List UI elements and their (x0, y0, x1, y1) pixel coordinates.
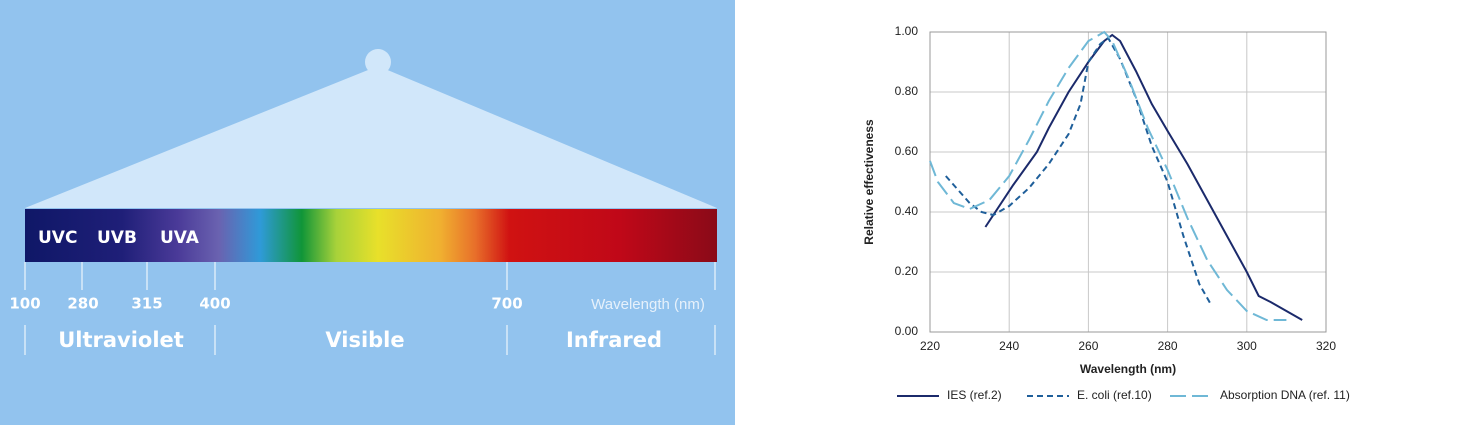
band-label: UVA (160, 228, 200, 248)
series-line (945, 36, 1213, 306)
y-tick-label: 0.60 (895, 144, 919, 158)
series-line (984, 33, 1303, 321)
band-label: UVB (97, 228, 137, 248)
tick-label: 100 (9, 295, 40, 313)
x-tick-label: 240 (999, 339, 1019, 353)
y-tick-label: 0.40 (895, 204, 919, 218)
y-tick-label: 0.00 (895, 324, 919, 338)
series-line (929, 30, 1287, 321)
x-tick-label: 320 (1316, 339, 1336, 353)
legend-label: E. coli (ref.10) (1077, 388, 1152, 402)
tick-label: 315 (131, 295, 162, 313)
x-tick-label: 220 (920, 339, 940, 353)
y-tick-label: 0.20 (895, 264, 919, 278)
legend-label: IES (ref.2) (947, 388, 1002, 402)
spectrum-bar (25, 209, 717, 262)
tick-label: 280 (67, 295, 98, 313)
region-label: Ultraviolet (58, 328, 184, 352)
light-cone (25, 66, 717, 208)
legend-label: Absorption DNA (ref. 11) (1220, 388, 1350, 402)
axis-label: Wavelength (nm) (591, 296, 705, 313)
tick-label: 700 (491, 295, 522, 313)
y-axis-title: Relative effectiveness (862, 119, 876, 245)
band-label: UVC (38, 228, 77, 248)
line-chart: Relative effectiveness Wavelength (nm) 0… (862, 24, 1350, 402)
x-tick-label: 280 (1158, 339, 1178, 353)
region-label: Visible (325, 328, 404, 352)
x-tick-label: 260 (1078, 339, 1098, 353)
spectrum-diagram: UVC UVB UVA 100 280 315 400 700 Waveleng… (0, 0, 735, 425)
x-axis-title: Wavelength (nm) (1080, 362, 1176, 376)
region-label: Infrared (566, 328, 662, 352)
light-source (365, 49, 391, 75)
y-tick-label: 0.80 (895, 84, 919, 98)
tick-lines (24, 262, 716, 355)
x-tick-label: 300 (1237, 339, 1257, 353)
tick-label: 400 (199, 295, 230, 313)
plot-frame (929, 31, 1327, 333)
y-tick-label: 1.00 (895, 24, 919, 38)
